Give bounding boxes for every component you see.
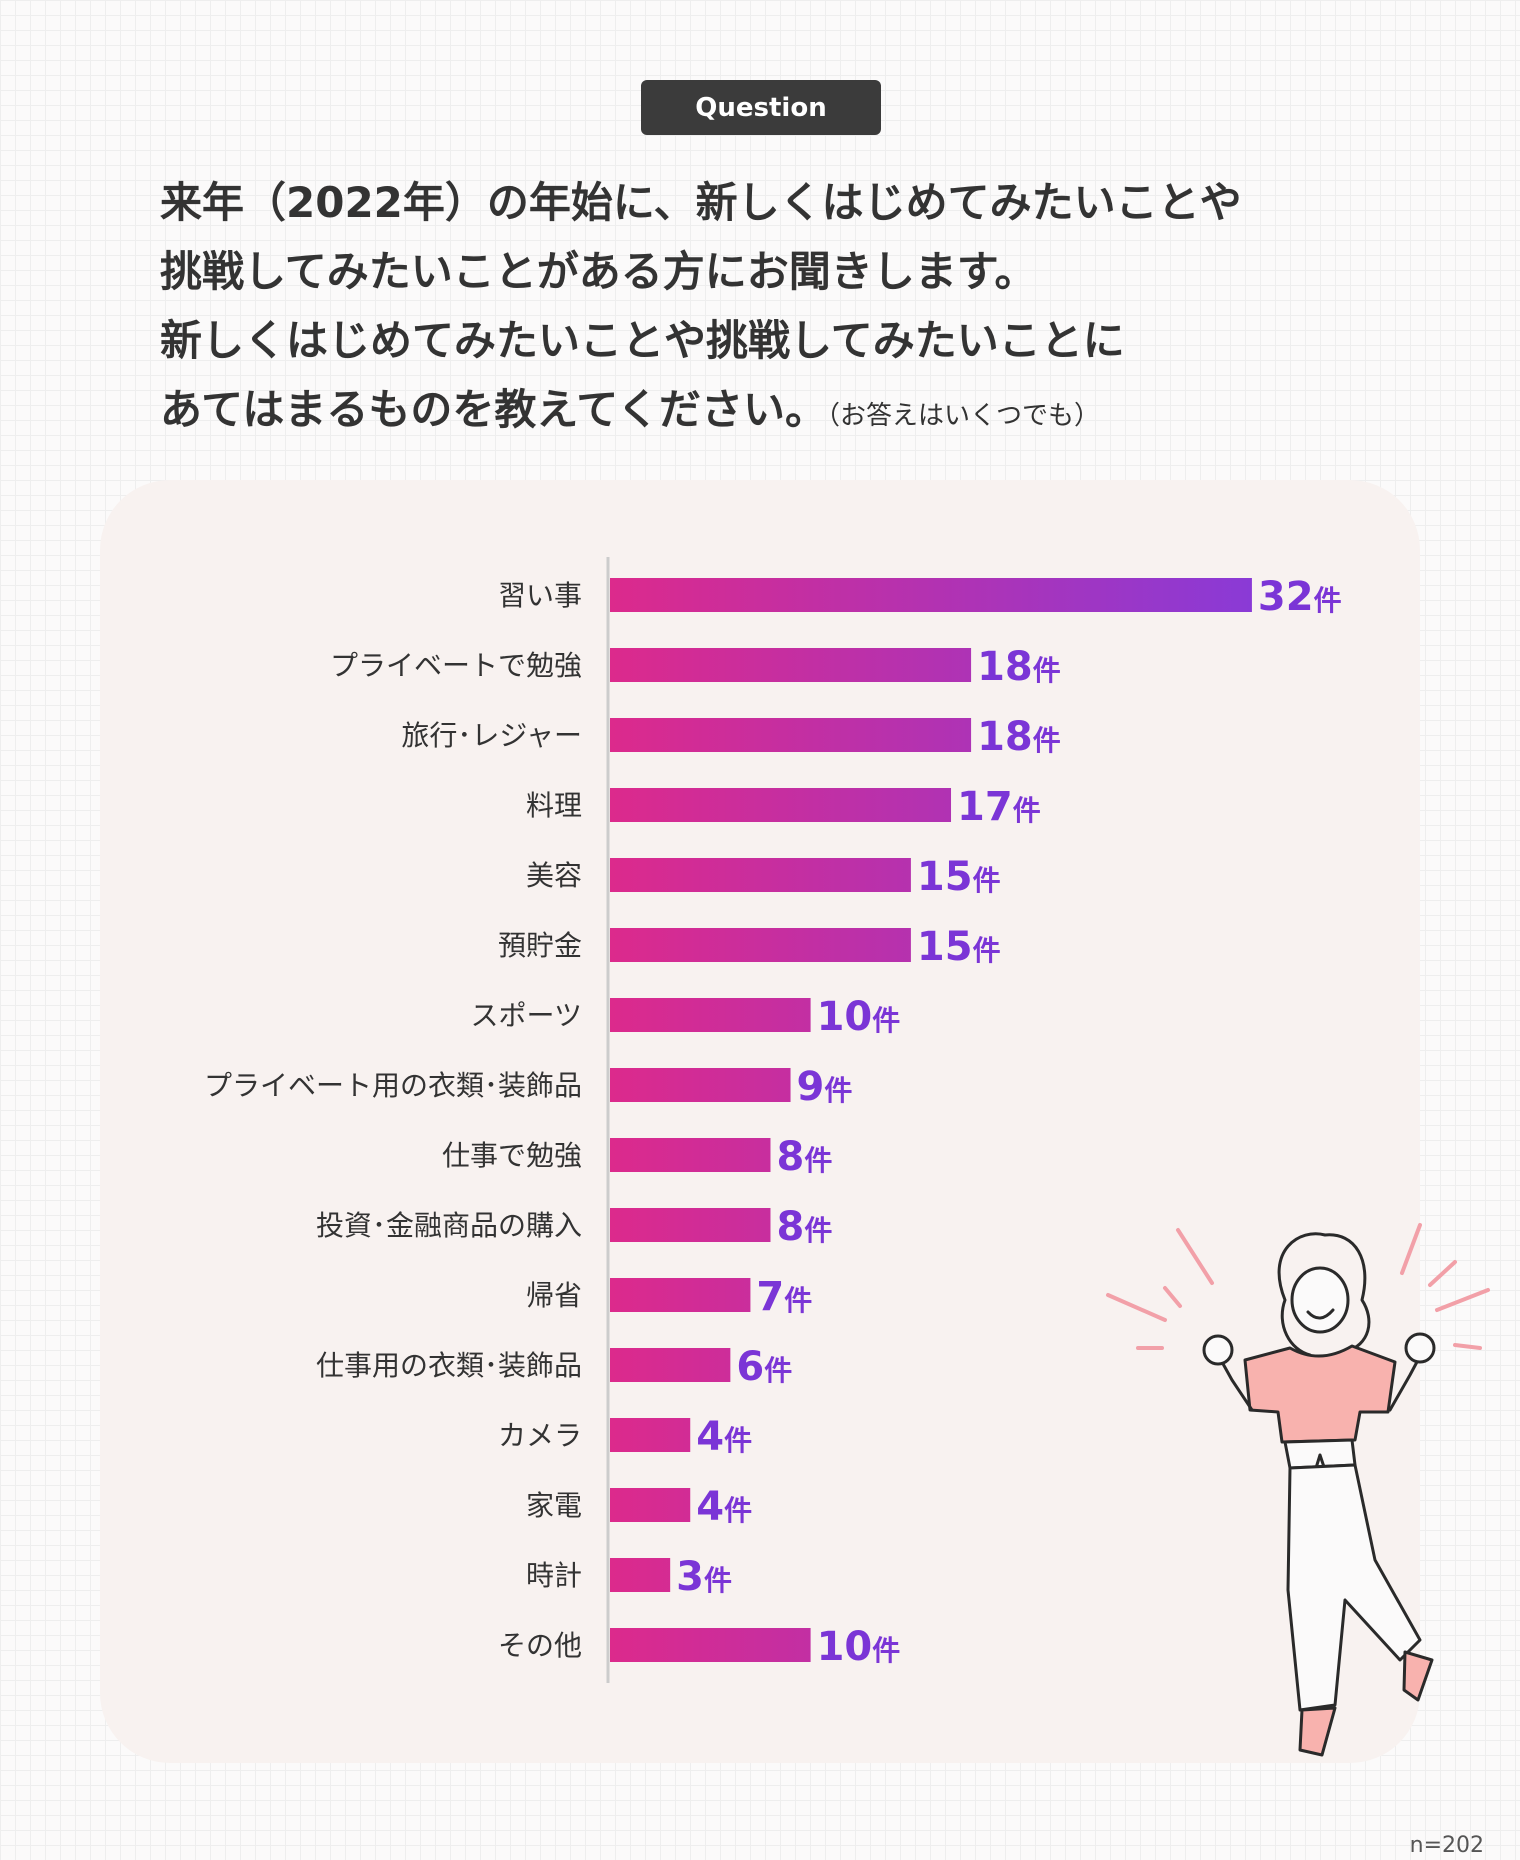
pants <box>1286 1463 1422 1712</box>
category-label: 習い事 <box>498 579 582 612</box>
shoe-right <box>1402 1650 1434 1702</box>
category-label: 預貯金 <box>498 929 582 962</box>
value-label: 6件 <box>736 1344 792 1390</box>
bar <box>610 998 811 1032</box>
arm-right <box>1388 1358 1420 1412</box>
value-label: 8件 <box>776 1134 832 1180</box>
face <box>1290 1266 1350 1334</box>
bar <box>610 1488 691 1522</box>
value-label: 10件 <box>817 1624 901 1670</box>
bar <box>610 1278 751 1312</box>
value-label: 9件 <box>797 1064 853 1110</box>
value-label: 10件 <box>817 994 901 1040</box>
value-label: 4件 <box>696 1484 752 1530</box>
category-label: 帰省 <box>526 1279 582 1312</box>
bar <box>610 1558 671 1592</box>
category-label: その他 <box>498 1629 582 1662</box>
category-label: カメラ <box>498 1419 582 1452</box>
value-label: 7件 <box>756 1274 812 1320</box>
value-label: 18件 <box>977 644 1061 690</box>
category-label: 旅行･レジャー <box>401 719 582 752</box>
bar <box>610 858 911 892</box>
sparkle-lines <box>1106 1223 1490 1350</box>
value-label: 4件 <box>696 1414 752 1460</box>
category-label: 投資･金融商品の購入 <box>316 1209 582 1242</box>
question-line-4-main: あてはまるものを教えてください。 <box>160 385 827 434</box>
question-line-3: 新しくはじめてみたいことや挑戦してみたいことに <box>160 316 1125 365</box>
bar <box>610 1068 791 1102</box>
value-label: 17件 <box>957 784 1041 830</box>
bar <box>610 648 972 682</box>
bar <box>610 1628 811 1662</box>
category-label: プライベート用の衣類･装飾品 <box>204 1069 582 1102</box>
sample-size: n=202 <box>1409 1833 1484 1858</box>
category-label: 料理 <box>526 789 582 822</box>
fist-left <box>1202 1334 1234 1366</box>
shirt <box>1243 1344 1397 1444</box>
question-badge: Question <box>641 80 881 135</box>
question-line-1: 来年（2022年）の年始に、新しくはじめてみたいことや <box>160 178 1242 227</box>
value-label: 15件 <box>917 924 1001 970</box>
category-label: スポーツ <box>471 999 582 1032</box>
category-label: プライベートで勉強 <box>330 649 582 682</box>
bar <box>610 718 972 752</box>
bar <box>610 788 952 822</box>
chart-panel <box>100 480 1420 1763</box>
bar <box>610 578 1252 612</box>
question-line-4: あてはまるものを教えてください。（お答えはいくつでも） <box>160 375 1380 451</box>
smile <box>1306 1308 1335 1320</box>
category-label: 家電 <box>526 1489 582 1522</box>
bar <box>610 1348 731 1382</box>
category-label: 美容 <box>526 859 582 892</box>
value-label: 3件 <box>676 1554 732 1600</box>
category-label: 仕事で勉強 <box>442 1139 582 1172</box>
value-label: 18件 <box>977 714 1061 760</box>
question-text: 来年（2022年）の年始に、新しくはじめてみたいことや 挑戦してみたいことがある… <box>160 168 1380 451</box>
bar <box>610 928 911 962</box>
value-label: 8件 <box>776 1204 832 1250</box>
value-label: 32件 <box>1258 574 1342 620</box>
shoe-left <box>1298 1706 1337 1757</box>
question-note: （お答えはいくつでも） <box>826 401 1100 431</box>
category-label: 仕事用の衣類･装飾品 <box>316 1349 582 1382</box>
question-line-2: 挑戦してみたいことがある方にお聞きします。 <box>160 247 1037 296</box>
category-label: 時計 <box>526 1559 582 1592</box>
value-label: 15件 <box>917 854 1001 900</box>
bar <box>610 1418 691 1452</box>
cheering-woman-illustration <box>1106 1223 1490 1757</box>
arm-left <box>1220 1360 1254 1412</box>
bar <box>610 1138 771 1172</box>
bar <box>610 1208 771 1242</box>
fist-right <box>1404 1332 1436 1364</box>
